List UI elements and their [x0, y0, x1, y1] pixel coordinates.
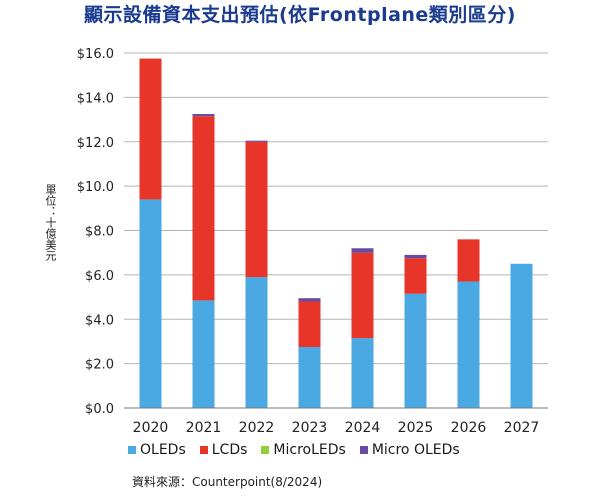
legend-swatch-oleds	[128, 446, 136, 454]
y-tick-label: $0.0	[85, 402, 114, 417]
y-axis-label: 單位：十億美元	[44, 184, 57, 261]
x-tick-label: 2024	[345, 420, 381, 436]
legend-swatch-micro-oleds	[359, 446, 368, 454]
bar-segment-oleds	[192, 300, 215, 408]
legend-item-microleds: MicroLEDs	[261, 442, 346, 458]
bar-segment-micro-oleds	[298, 298, 321, 302]
bar-segment-lcds	[298, 301, 321, 347]
legend-label-microleds: MicroLEDs	[273, 442, 346, 458]
bar-segment-oleds	[139, 199, 162, 408]
bar-segment-oleds	[510, 263, 533, 408]
bar-segment-oleds	[351, 338, 374, 408]
legend-label-lcds: LCDs	[211, 442, 248, 458]
legend-label-oleds: OLEDs	[140, 442, 186, 458]
bar-segment-lcds	[192, 116, 215, 301]
bar-segment-micro-oleds	[351, 248, 374, 253]
y-tick-label: $8.0	[85, 225, 114, 240]
legend-item-oleds: OLEDs	[128, 442, 186, 458]
bar-segment-oleds	[404, 293, 427, 408]
legend-label-micro-oleds: Micro OLEDs	[371, 442, 460, 458]
x-tick-label: 2022	[239, 420, 275, 436]
bar-segment-lcds	[245, 141, 268, 278]
source-note: 資料來源：Counterpoint(8/2024)	[132, 475, 323, 489]
legend-item-micro-oleds: Micro OLEDs	[359, 442, 460, 458]
bar-segment-oleds	[457, 281, 480, 408]
legend-swatch-lcds	[199, 446, 208, 454]
bar-segment-micro-oleds	[192, 114, 215, 117]
bar-segment-oleds	[245, 277, 268, 408]
bar-segment-micro-oleds	[404, 254, 427, 259]
y-tick-label: $12.0	[77, 136, 114, 151]
y-tick-label: $6.0	[85, 269, 114, 284]
y-tick-label: $2.0	[85, 358, 114, 373]
legend-swatch-microleds	[261, 446, 270, 454]
x-tick-label: 2025	[398, 420, 434, 436]
legend: OLEDs LCDs MicroLEDs Micro OLEDs	[128, 442, 460, 458]
y-tick-label: $16.0	[77, 47, 114, 62]
bar-segment-micro-oleds	[245, 140, 268, 142]
chart-title: 顯示設備資本支出預估(依Frontplane類別區分)	[83, 4, 516, 26]
bar-segment-lcds	[404, 258, 427, 294]
x-tick-label: 2026	[451, 420, 487, 436]
x-tick-label: 2027	[504, 420, 540, 436]
bar-segment-lcds	[351, 252, 374, 339]
legend-item-lcds: LCDs	[199, 442, 248, 458]
bar-segment-lcds	[139, 58, 162, 200]
x-tick-label: 2023	[292, 420, 328, 436]
y-tick-label: $14.0	[77, 91, 114, 106]
x-tick-label: 2021	[186, 420, 222, 436]
x-tick-label: 2020	[133, 420, 169, 436]
bar-segment-oleds	[298, 346, 321, 408]
y-tick-label: $10.0	[77, 180, 114, 195]
stacked-bar-chart: $0.0 $2.0 $4.0 $6.0 $8.0 $10.0 $12.0 $14.0 $16.0…	[77, 47, 548, 436]
y-tick-label: $4.0	[85, 313, 114, 328]
bar-segment-lcds	[457, 239, 480, 282]
